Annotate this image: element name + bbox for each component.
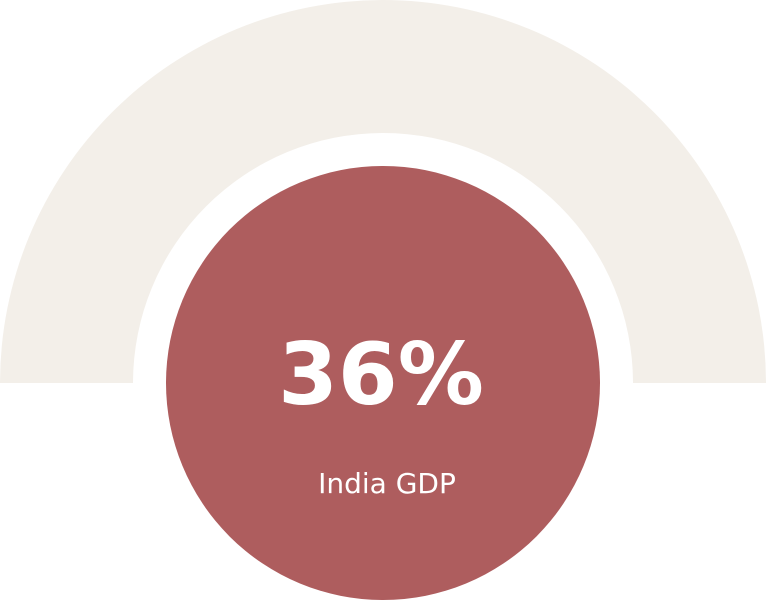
gauge-category-label: India GDP [318, 467, 456, 500]
gauge-center-circle [166, 166, 600, 600]
gauge-track [0, 0, 766, 383]
gauge-value-label: 36% [278, 325, 484, 425]
